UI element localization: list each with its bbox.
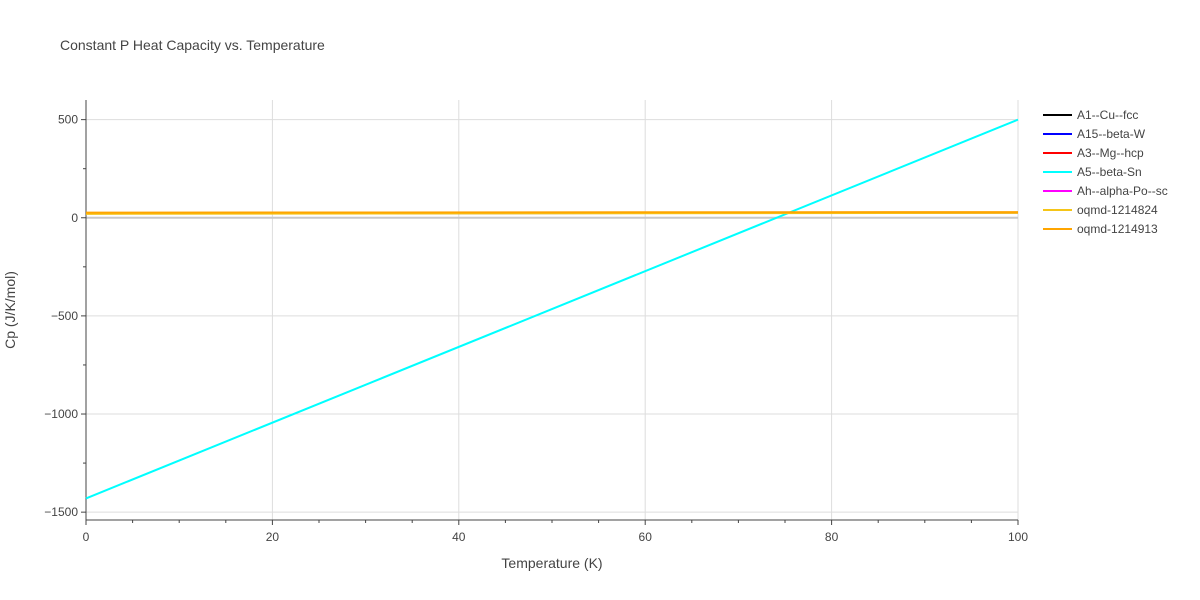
y-tick-label: −1500	[44, 505, 78, 519]
x-tick-label: 80	[825, 530, 839, 544]
x-axis-label: Temperature (K)	[501, 555, 602, 571]
legend-label: A3--Mg--hcp	[1077, 146, 1144, 160]
y-tick-label: −500	[51, 309, 78, 323]
legend-label: A1--Cu--fcc	[1077, 108, 1138, 122]
legend: A1--Cu--fcc A15--beta-W A3--Mg--hcp A5--bet…	[1043, 108, 1168, 236]
y-tick-label: 500	[58, 113, 78, 127]
legend-label: A5--beta-Sn	[1077, 165, 1142, 179]
grid	[86, 100, 1019, 520]
y-ticks: −1500 −1000 −500 0 500	[44, 113, 86, 519]
legend-label: oqmd-1214913	[1077, 222, 1158, 236]
legend-label: Ah--alpha-Po--sc	[1077, 184, 1168, 198]
x-tick-label: 20	[266, 530, 280, 544]
series-line-oqmd-1214913	[85, 211, 1019, 214]
y-tick-label: −1000	[44, 407, 78, 421]
legend-label: oqmd-1214824	[1077, 203, 1158, 217]
legend-label: A15--beta-W	[1077, 127, 1146, 141]
y-axis-label: Cp (J/K/mol)	[2, 271, 18, 349]
y-tick-label: 0	[71, 211, 78, 225]
chart-title: Constant P Heat Capacity vs. Temperature	[60, 37, 325, 53]
x-ticks: 0 20 40 60 80 100	[83, 520, 1028, 544]
x-tick-label: 60	[639, 530, 653, 544]
plot-area	[85, 118, 1019, 500]
x-tick-label: 40	[452, 530, 466, 544]
x-tick-label: 0	[83, 530, 90, 544]
x-tick-label: 100	[1008, 530, 1028, 544]
series-line-A5--beta-Sn	[85, 118, 1019, 500]
